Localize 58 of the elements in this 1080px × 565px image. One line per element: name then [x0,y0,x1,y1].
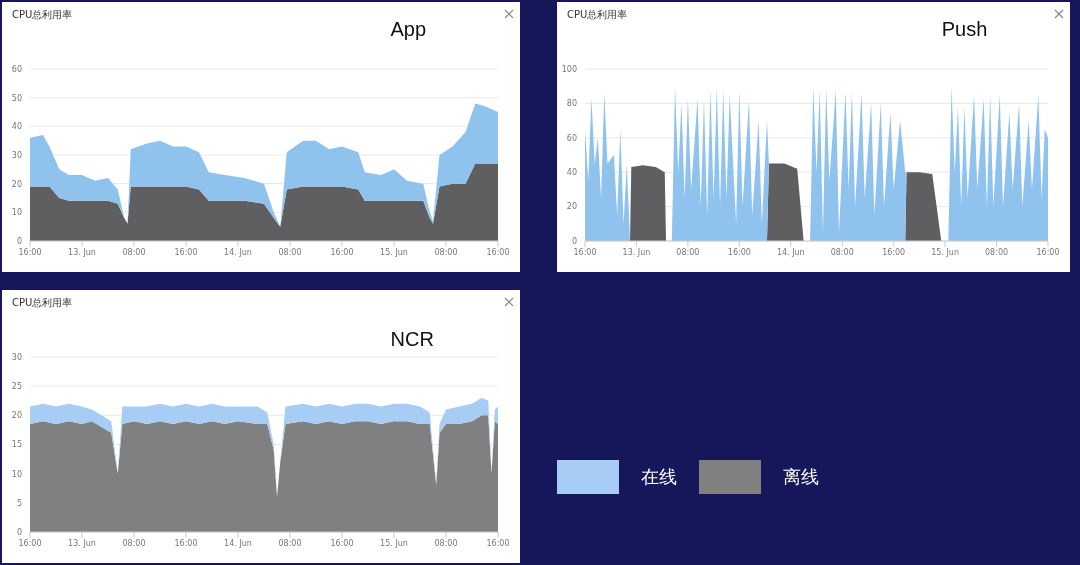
chart-title: CPU总利用率 [567,8,628,22]
y-tick-label: 5 [16,498,22,508]
x-tick-label: 08:00 [278,247,302,257]
x-tick-label: 08:00 [122,247,146,257]
y-tick-label: 20 [11,179,22,189]
x-tick-label: 13. Jun [622,247,651,257]
x-tick-label: 08:00 [122,538,146,548]
y-tick-label: 100 [561,64,577,74]
y-tick-label: 20 [11,411,22,421]
y-tick-label: 30 [11,352,22,362]
y-tick-label: 60 [11,64,22,74]
y-tick-label: 40 [566,168,577,178]
legend-label: 离线 [783,465,819,489]
x-tick-label: 14. Jun [776,247,805,257]
y-tick-label: 50 [11,93,22,103]
chart-subtitle: App [390,18,427,41]
y-tick-label: 40 [11,122,22,132]
x-tick-label: 16:00 [882,247,906,257]
y-tick-label: 20 [566,202,577,212]
x-tick-label: 16:00 [18,247,42,257]
x-tick-label: 16:00 [573,247,597,257]
y-tick-label: 0 [16,527,22,537]
x-tick-label: 08:00 [985,247,1009,257]
y-tick-label: 25 [11,382,22,392]
y-tick-label: 10 [11,469,22,479]
x-tick-label: 16:00 [330,247,354,257]
x-tick-label: 14. Jun [224,538,252,548]
chart-subtitle: Push [941,18,988,41]
x-tick-label: 16:00 [727,247,751,257]
x-tick-label: 16:00 [174,247,198,257]
y-tick-label: 15 [11,440,22,450]
x-tick-label: 08:00 [278,538,302,548]
y-tick-label: 0 [16,236,22,246]
y-tick-label: 30 [11,150,22,160]
x-tick-label: 08:00 [434,538,458,548]
x-tick-label: 08:00 [830,247,854,257]
chart-title: CPU总利用率 [12,296,73,310]
x-tick-label: 16:00 [174,538,198,548]
x-tick-label: 15. Jun [931,247,959,257]
x-tick-label: 13. Jun [68,247,96,257]
x-tick-label: 13. Jun [68,538,96,548]
x-tick-label: 16:00 [486,538,510,548]
x-tick-label: 15. Jun [380,247,408,257]
y-tick-label: 10 [11,208,22,218]
x-tick-label: 16:00 [330,538,354,548]
x-tick-label: 16:00 [486,247,510,257]
x-tick-label: 08:00 [676,247,700,257]
y-tick-label: 80 [566,99,577,109]
x-tick-label: 16:00 [1036,247,1060,257]
y-tick-label: 60 [566,133,577,143]
chart-subtitle: NCR [390,328,434,351]
x-tick-label: 08:00 [434,247,458,257]
x-tick-label: 15. Jun [380,538,408,548]
x-tick-label: 14. Jun [224,247,252,257]
y-tick-label: 0 [571,236,577,246]
x-tick-label: 16:00 [18,538,42,548]
legend-label: 在线 [641,465,677,489]
chart-title: CPU总利用率 [12,8,73,22]
